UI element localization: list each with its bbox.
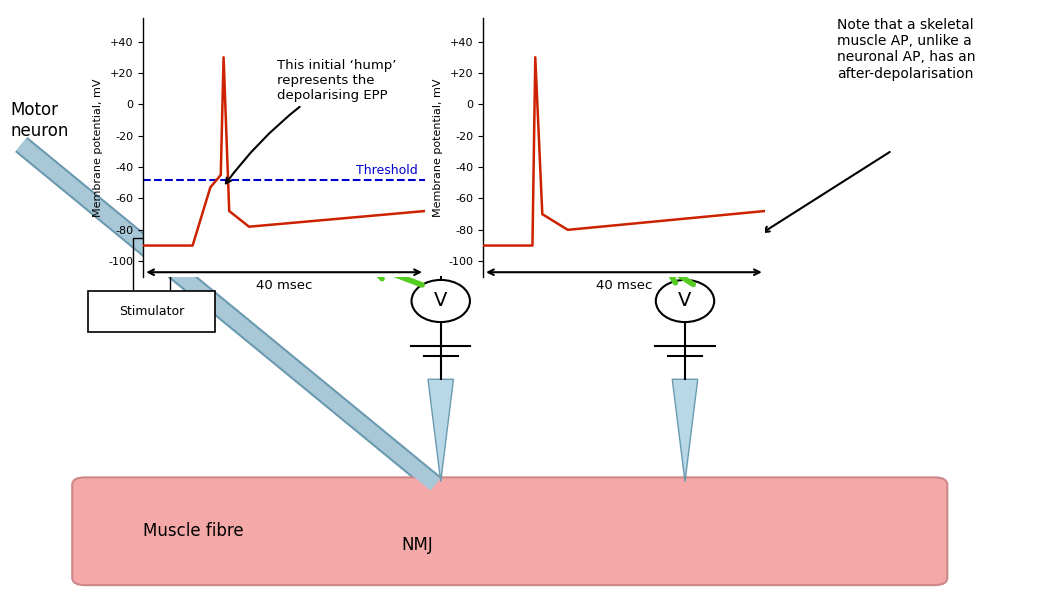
Text: This initial ‘hump’
represents the
depolarising EPP: This initial ‘hump’ represents the depol… xyxy=(226,60,396,184)
FancyBboxPatch shape xyxy=(72,477,947,585)
Ellipse shape xyxy=(411,280,469,322)
Text: Stimulator: Stimulator xyxy=(119,305,184,318)
Text: 40 msec: 40 msec xyxy=(596,279,652,293)
Polygon shape xyxy=(428,379,453,482)
Text: 40 msec: 40 msec xyxy=(256,279,312,293)
Text: NMJ: NMJ xyxy=(401,536,433,554)
Text: V: V xyxy=(434,291,447,311)
Y-axis label: Membrane potential, mV: Membrane potential, mV xyxy=(433,78,443,217)
Text: Muscle fibre: Muscle fibre xyxy=(143,522,244,540)
Text: Threshold: Threshold xyxy=(356,164,417,176)
Ellipse shape xyxy=(655,280,715,322)
Polygon shape xyxy=(672,379,698,482)
Text: V: V xyxy=(679,291,691,311)
Y-axis label: Membrane potential, mV: Membrane potential, mV xyxy=(93,78,103,217)
FancyBboxPatch shape xyxy=(88,291,215,332)
Text: Motor
neuron: Motor neuron xyxy=(11,101,69,140)
Text: Note that a skeletal
muscle AP, unlike a
neuronal AP, has an
after-depolarisatio: Note that a skeletal muscle AP, unlike a… xyxy=(837,18,975,81)
